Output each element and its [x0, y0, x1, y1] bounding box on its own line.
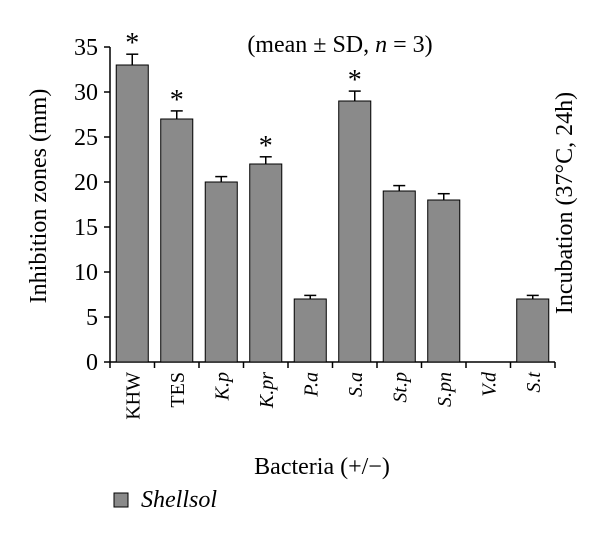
bar-series: * * * * [115, 28, 550, 363]
bar [293, 298, 327, 363]
y-tick-label: 20 [74, 170, 98, 196]
x-tick-label: S.pn [434, 372, 456, 407]
y-tick-label: 15 [74, 215, 98, 241]
x-tick-label: St.p [389, 372, 411, 403]
x-axis-ticks: KHW TES K.p K.pr P.a S.a St.p S.pn V.d S.t [109, 362, 556, 420]
bar [516, 298, 550, 363]
x-tick-label: KHW [122, 372, 144, 420]
y-tick-label: 25 [74, 125, 98, 151]
bar [427, 199, 461, 363]
bar [338, 100, 372, 363]
secondary-axis-title: Incubation (37°C, 24h) [552, 92, 578, 314]
legend-swatch [113, 492, 129, 508]
x-tick-label: TES [167, 372, 189, 408]
legend-label: Shellsol [141, 487, 217, 513]
bar [204, 181, 238, 363]
y-axis-ticks: 0 5 10 15 20 25 30 35 [74, 35, 110, 376]
x-tick-label: S.a [345, 372, 367, 397]
y-tick-label: 5 [86, 305, 98, 331]
significance-star: * [259, 131, 273, 162]
x-tick-label: K.p [211, 372, 233, 401]
bar [115, 64, 149, 363]
y-tick-label: 30 [74, 80, 98, 106]
y-tick-label: 35 [74, 35, 98, 61]
bar [160, 118, 194, 363]
y-tick-label: 10 [74, 260, 98, 286]
bar [382, 190, 416, 363]
x-tick-label: K.pr [256, 372, 278, 409]
x-axis-title: Bacteria (+/−) [254, 454, 390, 480]
significance-star: * [170, 85, 184, 116]
legend: Shellsol [113, 487, 217, 513]
chart-annotation: (mean ± SD, n = 3) [247, 32, 432, 58]
x-tick-label: P.a [300, 372, 322, 398]
x-tick-label: V.d [478, 371, 500, 397]
bar [249, 163, 283, 363]
y-axis-title: Inhibition zones (mm) [26, 89, 52, 304]
significance-star: * [125, 28, 139, 59]
y-tick-label: 0 [86, 350, 98, 376]
x-tick-label: S.t [523, 372, 545, 393]
significance-star: * [348, 65, 362, 96]
